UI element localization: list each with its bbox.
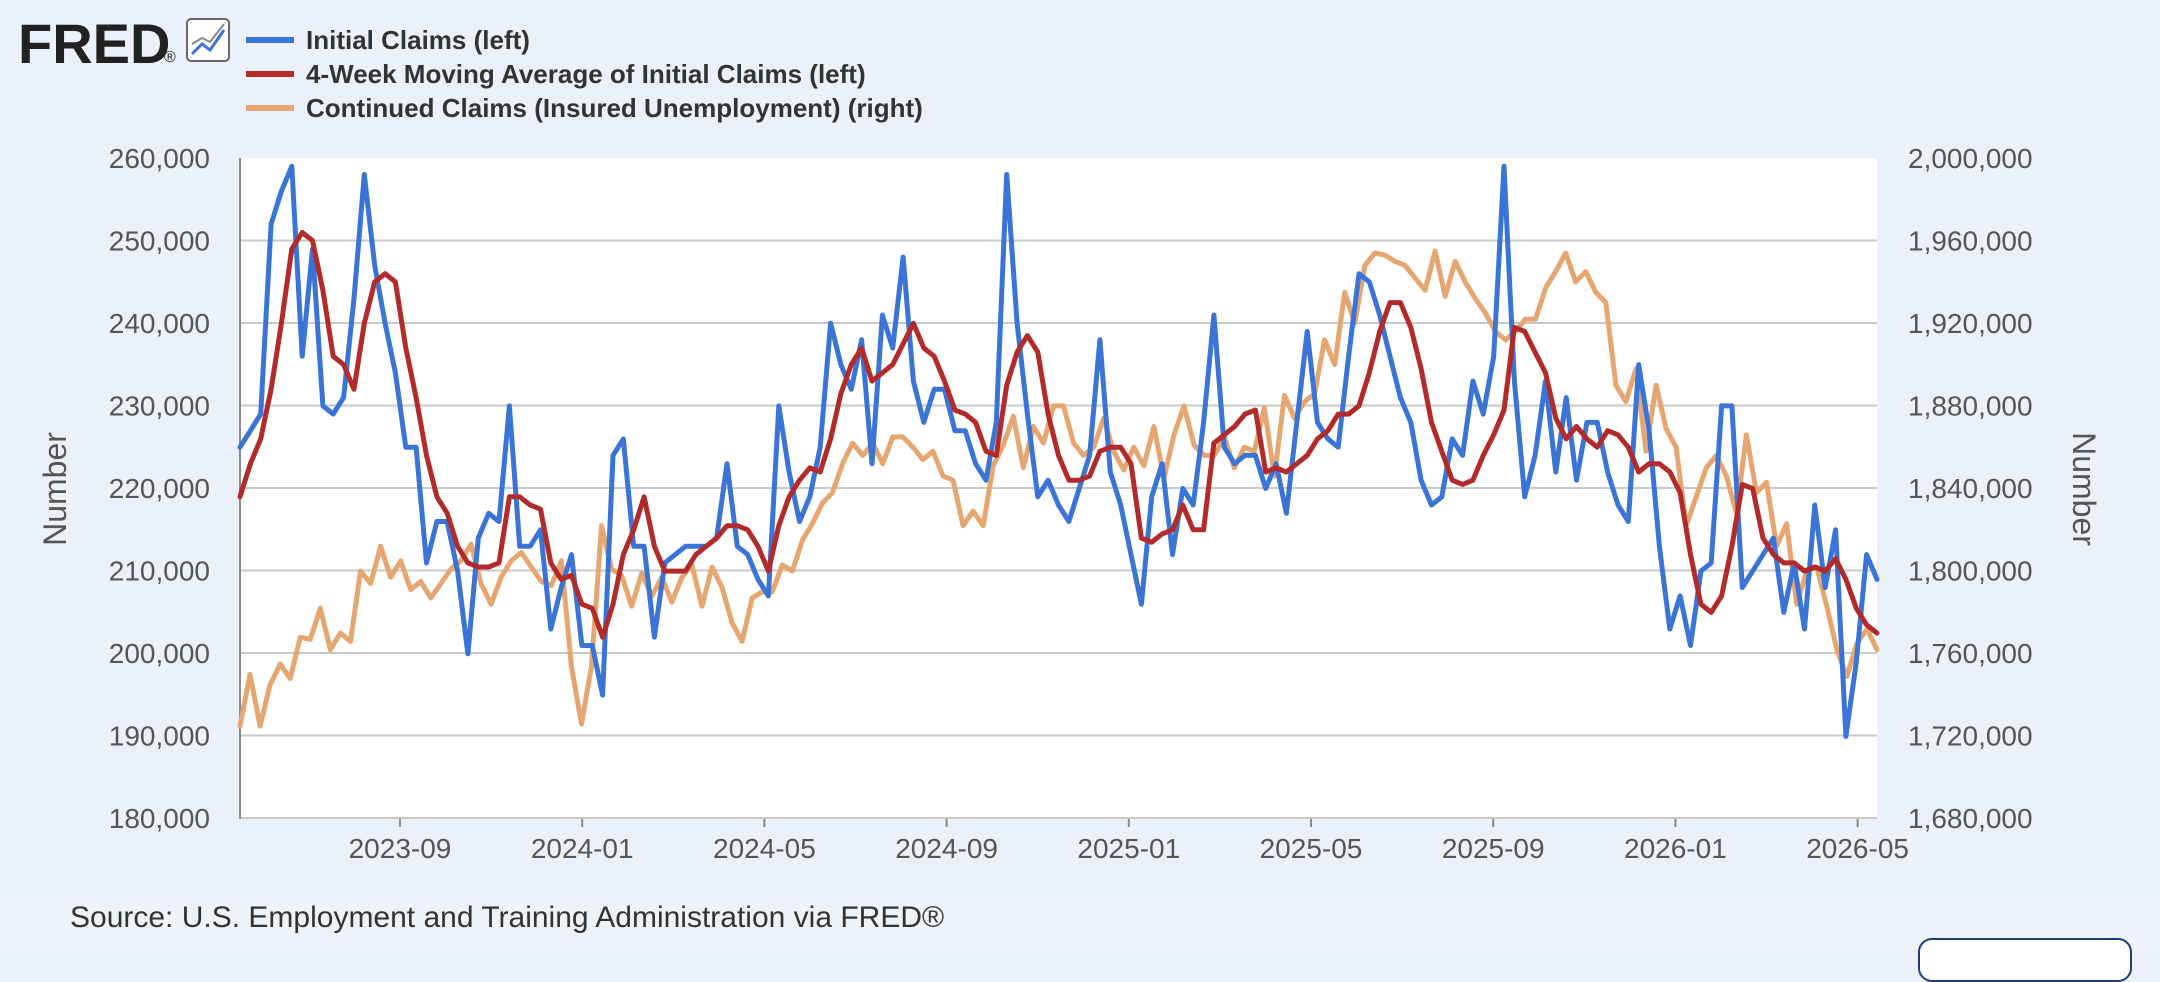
left-tick-label: 240,000	[109, 308, 210, 339]
legend-label-moving-average: 4-Week Moving Average of Initial Claims …	[306, 59, 866, 89]
left-tick-label: 180,000	[109, 803, 210, 834]
left-tick-label: 200,000	[109, 638, 210, 669]
legend: Initial Claims (left) 4-Week Moving Aver…	[246, 25, 923, 123]
x-tick-label: 2025-05	[1260, 833, 1363, 864]
fred-logo-text: FRED	[18, 12, 170, 75]
x-tick-label: 2025-01	[1077, 833, 1180, 864]
x-tick-label: 2024-01	[531, 833, 634, 864]
right-axis-title: Number	[2066, 432, 2102, 546]
fred-logo[interactable]: FRED ®	[18, 12, 230, 75]
right-tick-label: 1,760,000	[1908, 638, 2033, 669]
legend-item-moving-average[interactable]: 4-Week Moving Average of Initial Claims …	[246, 59, 866, 89]
chart-line-icon	[186, 18, 230, 62]
legend-item-initial-claims[interactable]: Initial Claims (left)	[246, 25, 530, 55]
x-tick-label: 2025-09	[1442, 833, 1545, 864]
right-tick-label: 1,920,000	[1908, 308, 2033, 339]
edit-graph-button[interactable]	[1918, 938, 2132, 982]
legend-label-initial-claims: Initial Claims (left)	[306, 25, 530, 55]
gridlines	[240, 239, 1877, 819]
left-axis: 260,000 250,000 240,000 230,000 220,000 210,0…	[109, 143, 210, 834]
series-line-continued-claims	[237, 248, 1880, 729]
series-line-initial-claims	[237, 163, 1880, 739]
right-tick-label: 1,840,000	[1908, 473, 2033, 504]
right-axis: 2,000,000 1,960,000 1,920,000 1,880,000 1,84…	[1908, 143, 2033, 834]
source-note: Source: U.S. Employment and Training Adm…	[70, 901, 944, 934]
left-tick-label: 230,000	[109, 391, 210, 422]
series-line-moving-average	[237, 229, 1880, 640]
series-lines	[237, 163, 1880, 739]
right-tick-label: 1,960,000	[1908, 226, 2033, 257]
left-axis-title: Number	[37, 432, 73, 546]
x-axis: 2023-09 2024-01 2024-05 2024-09 2025-01 2025-…	[349, 819, 1909, 864]
left-tick-label: 260,000	[109, 143, 210, 174]
left-tick-label: 250,000	[109, 226, 210, 257]
x-tick-label: 2024-09	[895, 833, 998, 864]
x-tick-label: 2026-01	[1624, 833, 1727, 864]
left-tick-label: 220,000	[109, 473, 210, 504]
x-tick-label: 2023-09	[349, 833, 452, 864]
right-tick-label: 1,720,000	[1908, 721, 2033, 752]
right-axis-title-text: Number	[2066, 432, 2102, 546]
x-tick-label: 2024-05	[713, 833, 816, 864]
legend-item-continued-claims[interactable]: Continued Claims (Insured Unemployment) …	[246, 93, 923, 123]
right-tick-label: 1,800,000	[1908, 556, 2033, 587]
right-tick-label: 2,000,000	[1908, 143, 2033, 174]
right-tick-label: 1,680,000	[1908, 803, 2033, 834]
chart-canvas: FRED ® Initial Claims (left) 4-Week Movi…	[18, 12, 2102, 934]
left-axis-title-text: Number	[37, 432, 73, 546]
left-tick-label: 210,000	[109, 556, 210, 587]
right-tick-label: 1,880,000	[1908, 391, 2033, 422]
left-tick-label: 190,000	[109, 721, 210, 752]
fred-logo-reg: ®	[164, 49, 176, 66]
x-tick-label: 2026-05	[1806, 833, 1909, 864]
legend-label-continued-claims: Continued Claims (Insured Unemployment) …	[306, 93, 923, 123]
